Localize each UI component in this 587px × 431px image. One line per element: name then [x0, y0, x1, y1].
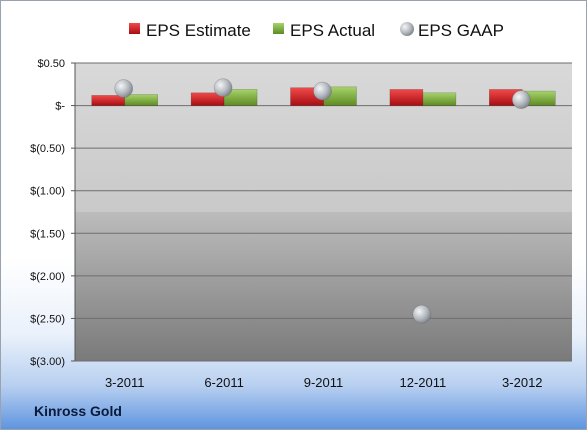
y-tick-label: $-	[55, 101, 65, 113]
y-tick-label: $(1.50)	[30, 228, 65, 240]
x-tick-label: 3-2011	[105, 375, 145, 390]
point-eps-gaap	[313, 81, 332, 101]
y-tick-label: $(3.00)	[30, 356, 65, 368]
legend-label: EPS Actual	[290, 21, 375, 40]
bar-eps-actual	[124, 94, 158, 106]
bar-eps-actual	[422, 92, 457, 106]
point-eps-gaap	[511, 90, 531, 109]
bar-eps-actual	[223, 89, 258, 106]
y-tick-label: $(2.00)	[30, 271, 65, 283]
legend-label: EPS GAAP	[418, 21, 504, 40]
legend-swatch-eps-estimate	[129, 23, 140, 34]
legend-swatch-eps-actual	[273, 23, 284, 34]
x-tick-label: 6-2011	[204, 375, 244, 390]
point-eps-gaap	[213, 78, 233, 97]
point-eps-gaap	[114, 79, 133, 98]
legend-swatch-eps-gaap	[400, 22, 414, 36]
bar-eps-estimate	[389, 89, 424, 106]
legend-label: EPS Estimate	[146, 21, 251, 40]
y-tick-label: $(1.00)	[30, 186, 65, 198]
x-tick-label: 12-2011	[400, 375, 447, 390]
x-tick-label: 9-2011	[304, 375, 344, 390]
x-tick-label: 3-2012	[502, 375, 542, 390]
point-eps-gaap	[412, 304, 432, 324]
company-name: Kinross Gold	[34, 403, 122, 419]
y-tick-label: $0.50	[37, 58, 65, 70]
plot-area	[75, 63, 572, 361]
y-tick-label: $(2.50)	[30, 313, 65, 325]
y-tick-label: $(0.50)	[30, 143, 65, 155]
